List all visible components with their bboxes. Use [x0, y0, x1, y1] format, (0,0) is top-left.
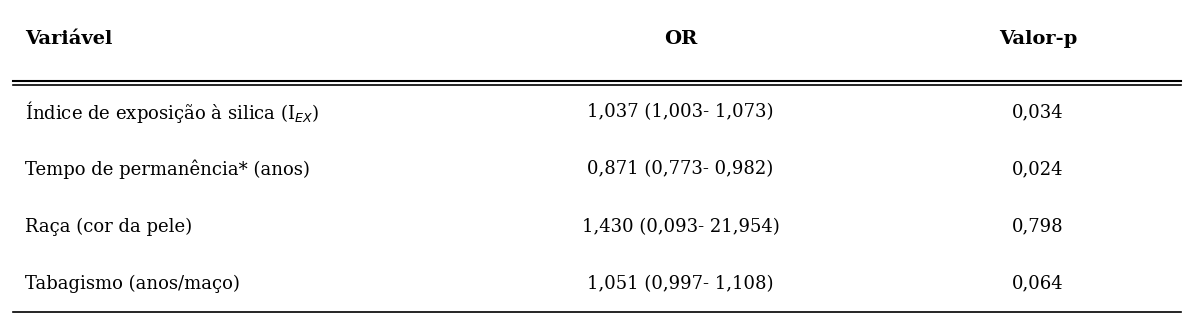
Text: Tabagismo (anos/maço): Tabagismo (anos/maço) [25, 275, 240, 293]
Text: 1,037 (1,003- 1,073): 1,037 (1,003- 1,073) [587, 103, 774, 121]
Text: 1,051 (0,997- 1,108): 1,051 (0,997- 1,108) [587, 275, 774, 293]
Text: Índice de exposição à silica (I$_{EX}$): Índice de exposição à silica (I$_{EX}$) [25, 100, 320, 125]
Text: 0,798: 0,798 [1013, 218, 1064, 236]
Text: Variável: Variável [25, 30, 112, 48]
Text: Tempo de permanência* (anos): Tempo de permanência* (anos) [25, 160, 310, 179]
Text: Valor-p: Valor-p [998, 30, 1077, 48]
Text: 1,430 (0,093- 21,954): 1,430 (0,093- 21,954) [581, 218, 780, 236]
Text: 0,034: 0,034 [1013, 103, 1064, 121]
Text: 0,871 (0,773- 0,982): 0,871 (0,773- 0,982) [587, 161, 774, 179]
Text: 0,064: 0,064 [1013, 275, 1064, 293]
Text: OR: OR [664, 30, 697, 48]
Text: 0,024: 0,024 [1013, 161, 1064, 179]
Text: Raça (cor da pele): Raça (cor da pele) [25, 218, 192, 236]
